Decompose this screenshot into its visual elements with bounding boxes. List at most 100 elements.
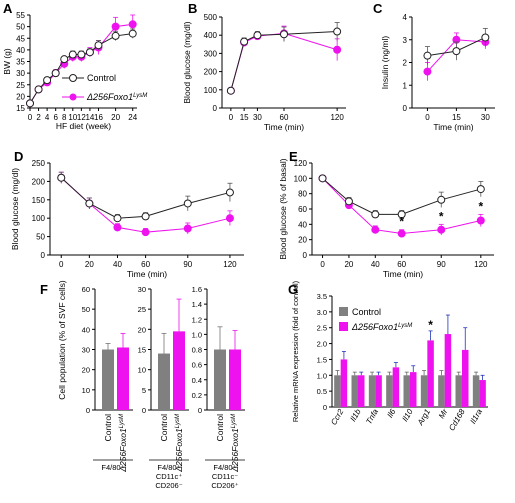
category-label: Il10 bbox=[400, 407, 415, 423]
y-tick-label: 2 bbox=[403, 59, 408, 68]
data-point bbox=[437, 195, 446, 204]
x-tick-label: 40 bbox=[113, 260, 122, 269]
x-tick-label: 60 bbox=[280, 113, 289, 122]
bar-ko bbox=[392, 367, 400, 407]
data-point bbox=[85, 48, 94, 57]
y-tick-label: 10 bbox=[82, 386, 90, 395]
panel-letter: C bbox=[373, 1, 383, 16]
data-point bbox=[423, 51, 432, 60]
y-axis-label-line: Relative mRNA expression (fold of contro… bbox=[291, 280, 300, 422]
y-tick-label: 15 bbox=[138, 346, 146, 355]
data-point bbox=[423, 67, 432, 76]
category-group: Arg1 bbox=[415, 330, 434, 428]
x-tick-label: 40 bbox=[371, 260, 380, 269]
data-point bbox=[333, 45, 342, 54]
y-tick-label: 50 bbox=[36, 233, 45, 242]
y-tick-label: 20 bbox=[16, 92, 25, 101]
panel-e: E 0 20 40 60 80 100 120 0 20 40 60 90 120 Time (min) Bl… bbox=[278, 149, 494, 279]
data-point bbox=[51, 69, 60, 78]
panel-letter: G bbox=[288, 282, 298, 297]
bar-control bbox=[472, 375, 480, 407]
data-point bbox=[68, 50, 77, 59]
category-group: Tnfa bbox=[364, 371, 382, 426]
bar-ko bbox=[173, 331, 185, 410]
category-label: Control bbox=[103, 414, 113, 442]
group-label: CD11c⁺ bbox=[156, 472, 182, 481]
x-tick-label: 60 bbox=[397, 260, 406, 269]
y-tick-label: 5 bbox=[142, 386, 146, 395]
panel-letter: A bbox=[3, 1, 13, 16]
y-tick-label: 55 bbox=[16, 11, 25, 20]
x-tick-label: 30 bbox=[253, 113, 262, 122]
y-tick-label: 30 bbox=[82, 346, 90, 355]
y-tick-label: 100 bbox=[294, 174, 308, 183]
y-tick-label: 500 bbox=[204, 13, 218, 22]
x-tick-label: 24 bbox=[128, 113, 137, 122]
legend-swatch-ko bbox=[339, 322, 348, 331]
panel-letter: B bbox=[188, 1, 197, 16]
group-label: CD206⁻ bbox=[155, 481, 182, 490]
y-axis-label: Insulin (ng/ml) bbox=[380, 36, 390, 90]
x-tick-label: 0 bbox=[229, 113, 234, 122]
panel-c: C 0 1 2 3 4 0 15 30 Time (min) Insulin (ng/ml) bbox=[373, 1, 495, 132]
data-point bbox=[333, 27, 342, 36]
y-tick-label: 100 bbox=[204, 86, 218, 95]
x-tick-label: 120 bbox=[223, 260, 237, 269]
category-group: Il1b bbox=[348, 371, 365, 423]
panel-letter: F bbox=[40, 282, 48, 297]
category-label: Il1b bbox=[348, 407, 363, 423]
y-tick-label: 0 bbox=[86, 406, 90, 415]
x-tick-label: 90 bbox=[437, 260, 446, 269]
bar-ko bbox=[117, 347, 129, 410]
y-axis-label: Cell population (% of SVF cells) bbox=[57, 280, 67, 400]
x-axis-label: Time (min) bbox=[433, 122, 473, 132]
panel-letter: D bbox=[14, 149, 23, 164]
y-tick-label: 35 bbox=[16, 58, 25, 67]
y-tick-label: 60 bbox=[298, 205, 307, 214]
series-control bbox=[318, 174, 485, 219]
category-label: Tnfa bbox=[364, 407, 380, 426]
significance-asterisk: * bbox=[428, 318, 433, 332]
series-control bbox=[57, 171, 234, 223]
bar-ko bbox=[229, 349, 241, 410]
data-point bbox=[77, 50, 86, 59]
bar-group: 0 0.2 0.4 0.6 0.8 1.0 1.2 1.4 1.6 Control Δ256Foxo… bbox=[192, 285, 245, 490]
category-label: Ccr2 bbox=[329, 407, 346, 427]
bar-ko bbox=[340, 359, 348, 407]
legend-label-ko: Δ256Foxo1LysM bbox=[86, 92, 147, 102]
data-point bbox=[85, 199, 94, 208]
y-tick-label: 0.8 bbox=[192, 346, 202, 355]
x-tick-label: 20 bbox=[85, 260, 94, 269]
x-tick-label: 6 bbox=[53, 113, 58, 122]
data-point bbox=[141, 212, 150, 221]
data-point bbox=[226, 86, 235, 95]
data-point bbox=[94, 41, 103, 50]
data-point bbox=[253, 31, 262, 40]
panel-f: F Cell population (% of SVF cells) 0 10 20 30… bbox=[40, 280, 245, 490]
y-tick-label: 20 bbox=[298, 236, 307, 245]
x-tick-label: 0 bbox=[28, 113, 33, 122]
data-point bbox=[280, 30, 288, 39]
category-group: Il1ra bbox=[468, 371, 486, 425]
x-tick-label: 15 bbox=[240, 113, 249, 122]
data-point bbox=[452, 47, 461, 56]
series-line bbox=[322, 177, 481, 235]
data-point bbox=[397, 210, 406, 219]
category-label: Cd168 bbox=[447, 407, 467, 432]
x-tick-label: 0 bbox=[425, 113, 430, 122]
y-tick-label: 0.4 bbox=[192, 376, 202, 385]
y-tick-label: 300 bbox=[204, 49, 218, 58]
bar-ko bbox=[462, 349, 469, 407]
significance-asterisk: * bbox=[399, 215, 404, 229]
bar-control bbox=[214, 349, 226, 410]
data-point bbox=[476, 216, 485, 225]
data-point bbox=[225, 188, 234, 197]
data-point bbox=[141, 228, 150, 237]
series-control bbox=[423, 27, 490, 65]
data-point bbox=[113, 214, 122, 223]
data-point bbox=[183, 199, 192, 208]
y-tick-label: 100 bbox=[32, 214, 46, 223]
category-label: Δ256Foxo1LysM bbox=[230, 414, 240, 473]
bar-control bbox=[438, 375, 445, 407]
